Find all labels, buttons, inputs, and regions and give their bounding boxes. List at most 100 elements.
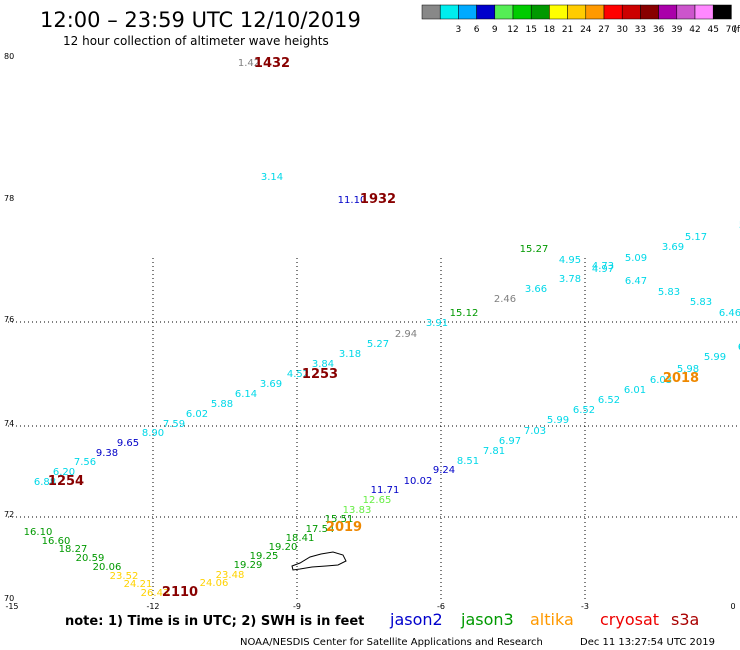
lat-tick-label: 78 <box>4 194 14 203</box>
axis-ticks: -15 -12 -9 -6 -3 0 80 78 76 74 72 70 <box>4 52 736 611</box>
wave-height-value: 18.41 <box>286 533 315 544</box>
legend-swatch <box>658 4 678 20</box>
lat-tick-label: 74 <box>4 419 14 428</box>
satellite-name: jason3 <box>460 610 514 629</box>
wave-height-value: 24.06 <box>200 578 229 589</box>
legend-swatch <box>549 4 568 20</box>
legend-swatch <box>530 4 550 20</box>
wave-height-value: 10.02 <box>404 476 433 487</box>
wave-height-value: 19.25 <box>250 551 279 562</box>
footer-credit: NOAA/NESDIS Center for Satellite Applica… <box>240 637 543 648</box>
map-subtitle: 12 hour collection of altimeter wave hei… <box>63 34 329 48</box>
legend-swatch <box>585 4 605 20</box>
wave-height-value: 5.88 <box>211 399 233 410</box>
wave-height-value: 13.83 <box>343 505 372 516</box>
wave-height-value: 4.73 <box>592 261 614 272</box>
wave-height-value: 6.20 <box>53 467 75 478</box>
wave-height-value: 19.20 <box>269 542 298 553</box>
wave-height-value: 5.83 <box>690 297 712 308</box>
satellite-name: s3a <box>671 610 699 629</box>
wave-height-value: 3.69 <box>260 379 282 390</box>
jan-mayen-island-outline <box>291 551 347 571</box>
map-title: 12:00 – 23:59 UTC 12/10/2019 <box>40 8 361 32</box>
wave-height-value: 5 <box>739 220 740 231</box>
legend-tick-label: 45 <box>707 25 718 35</box>
legend-swatch <box>439 4 459 20</box>
legend-swatch <box>458 4 477 20</box>
wave-height-value: 9.38 <box>96 448 118 459</box>
wave-height-value: 5.99 <box>547 415 569 426</box>
wave-height-value: 23.52 <box>110 571 139 582</box>
legend-tick-label: 6 <box>474 25 480 35</box>
wave-height-value: 5.99 <box>704 352 726 363</box>
wave-height-value: 6.14 <box>235 389 257 400</box>
wave-height-value: 17.54 <box>306 524 335 535</box>
legend-swatch <box>512 4 532 20</box>
pass-time-label: 1432 <box>254 56 290 71</box>
legend-tick-label: 36 <box>653 25 665 35</box>
legend-tick-label: 70 <box>726 25 738 35</box>
pass-time-label: 2110 <box>162 585 198 600</box>
wave-height-value: 5.09 <box>625 253 647 264</box>
legend-tick-label: 24 <box>580 25 592 35</box>
wave-height-value: 6.47 <box>625 276 647 287</box>
legend-tick-label: 15 <box>525 25 536 35</box>
lon-tick-label: -12 <box>146 602 159 611</box>
wave-height-value: 7.81 <box>483 446 505 457</box>
wave-height-value: 15.12 <box>450 308 479 319</box>
wave-height-value: 3.66 <box>525 284 547 295</box>
satellite-name: jason2 <box>389 610 443 629</box>
legend-tick-label: 18 <box>544 25 556 35</box>
wave-height-value: 16.10 <box>24 527 53 538</box>
footer-timestamp: Dec 11 13:27:54 UTC 2019 <box>580 637 715 648</box>
lat-lon-grid <box>8 258 740 600</box>
wave-height-value: 5.98 <box>677 364 699 375</box>
wave-height-value: 7.59 <box>163 419 185 430</box>
wave-height-value: 18.27 <box>59 544 88 555</box>
wave-height-value: 4.52 <box>287 369 309 380</box>
wave-height-value: 6.46 <box>719 308 740 319</box>
wave-height-value: 2.94 <box>395 329 417 340</box>
wave-height-value: 2.46 <box>494 294 516 305</box>
lon-tick-label: -3 <box>581 602 589 611</box>
wave-height-value: 12.65 <box>363 495 392 506</box>
wave-height-value: 8.51 <box>457 456 479 467</box>
lat-tick-label: 70 <box>4 594 14 603</box>
wave-height-value: 6.03 <box>650 375 672 386</box>
wave-height-value: 3.14 <box>261 172 283 183</box>
wave-height-value: 5.27 <box>367 339 389 350</box>
legend-swatch <box>476 4 496 20</box>
wave-height-value: 11.71 <box>371 485 400 496</box>
legend-swatch <box>603 4 623 20</box>
legend-tick-label: 27 <box>598 25 609 35</box>
legend-unit: (ft) <box>733 25 740 35</box>
wave-height-value: 3.91 <box>426 318 448 329</box>
pass-time-label: 1932 <box>360 192 396 207</box>
wave-height-value: 20.59 <box>76 553 105 564</box>
wave-height-value: 11.10 <box>338 195 367 206</box>
lon-tick-label: -15 <box>5 602 18 611</box>
footer-note: note: 1) Time is in UTC; 2) SWH is in fe… <box>65 614 364 629</box>
legend-swatch <box>694 4 714 20</box>
legend-tick-label: 3 <box>456 25 462 35</box>
wave-height-value: 16.60 <box>42 536 71 547</box>
wave-height-value: 3.84 <box>312 359 334 370</box>
wave-height-value: 6.52 <box>598 395 620 406</box>
wave-height-value: 6.02 <box>186 409 208 420</box>
wave-height-value: 6.52 <box>573 405 595 416</box>
satellite-name: altika <box>530 610 574 629</box>
wave-height-value: 7.56 <box>74 457 96 468</box>
pass-time-label: 2019 <box>326 520 362 535</box>
lat-tick-label: 72 <box>4 510 14 519</box>
legend-tick-label: 9 <box>492 25 498 35</box>
wave-height-value: 8.90 <box>142 428 164 439</box>
legend-tick-label: 21 <box>562 25 573 35</box>
wave-height-value: 26.43 <box>141 588 170 599</box>
lat-tick-label: 80 <box>4 52 14 61</box>
wave-height-value: 3.69 <box>662 242 684 253</box>
pass-time-label: 1253 <box>302 367 338 382</box>
wave-height-value: 24.21 <box>124 579 153 590</box>
lon-tick-label: 0 <box>730 602 735 611</box>
